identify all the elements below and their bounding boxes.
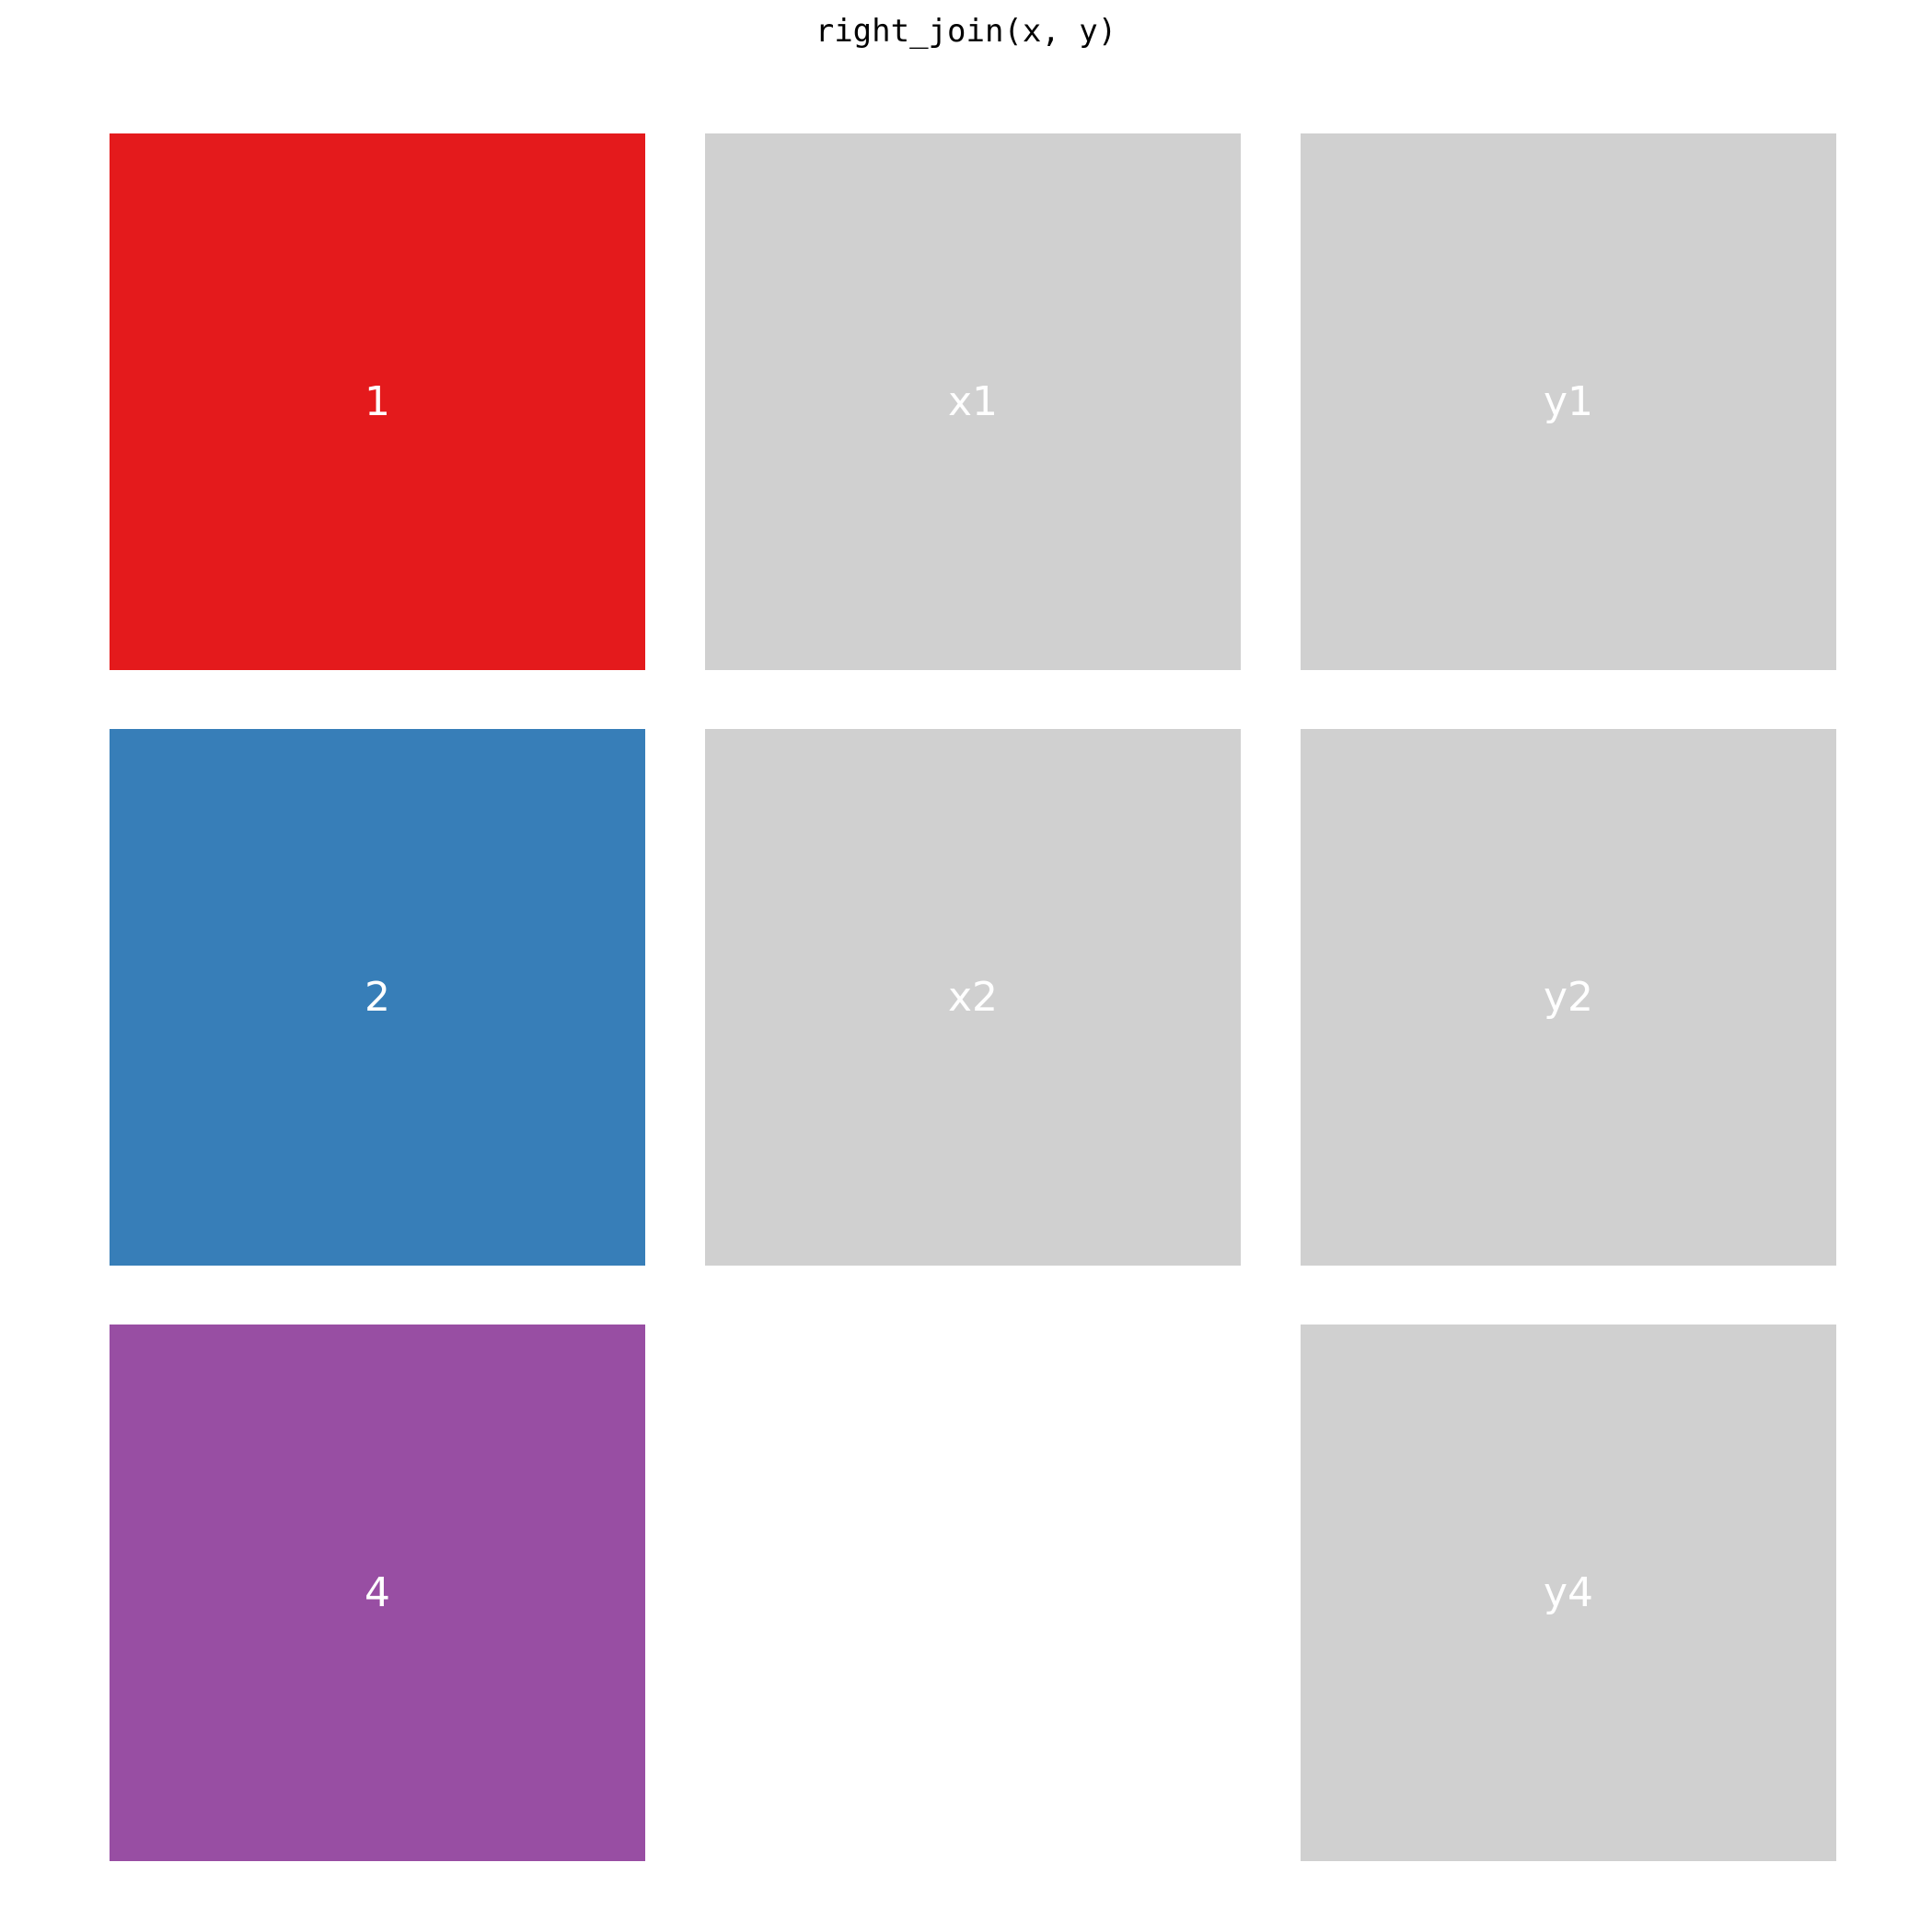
key-cell-4: 4 [110, 1325, 645, 1861]
diagram-title: right_join(x, y) [815, 13, 1117, 50]
x-value-cell-missing [705, 1325, 1241, 1861]
y-value-cell-2: y2 [1301, 729, 1836, 1266]
key-cell-1: 1 [110, 133, 645, 670]
x-value-cell-2: x2 [705, 729, 1241, 1266]
y-value-cell-4: y4 [1301, 1325, 1836, 1861]
x-value-cell-1: x1 [705, 133, 1241, 670]
y-value-cell-1: y1 [1301, 133, 1836, 670]
key-cell-2: 2 [110, 729, 645, 1266]
